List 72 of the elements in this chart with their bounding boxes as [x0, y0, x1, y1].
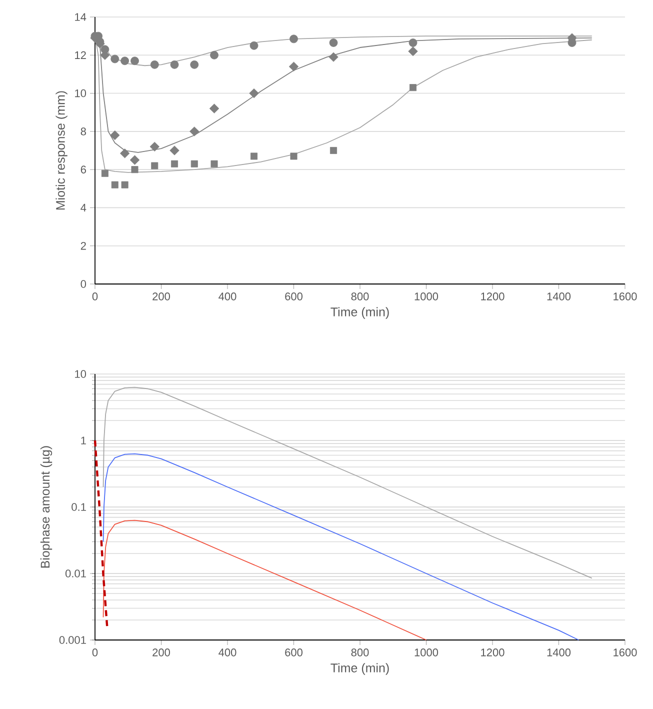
x-tick-label: 1600	[614, 292, 637, 300]
point	[190, 126, 200, 136]
point	[111, 181, 118, 188]
point	[330, 146, 338, 154]
point	[101, 170, 108, 177]
x-tick-label: 600	[285, 648, 302, 656]
x-tick-label: 200	[152, 292, 170, 300]
x-tick-label: 800	[351, 648, 369, 656]
point	[410, 84, 417, 92]
point	[171, 160, 178, 168]
x-tick-label: 0	[92, 648, 98, 656]
y-tick-label: 10	[75, 370, 86, 378]
x-tick-label: 1000	[414, 292, 438, 300]
point	[210, 160, 218, 168]
line-series	[102, 453, 580, 640]
x-axis-title: Time (min)	[330, 663, 389, 675]
x-tick-label: 400	[218, 292, 236, 300]
y-tick-label: 6	[80, 166, 86, 174]
x-tick-label: 1600	[614, 648, 637, 656]
point	[130, 56, 139, 66]
point	[328, 52, 338, 62]
x-tick-label: 1400	[547, 292, 571, 300]
x-tick-label: 1200	[481, 292, 504, 300]
point	[408, 38, 418, 47]
x-tick-label: 1000	[414, 648, 438, 656]
y-tick-label: 8	[80, 128, 86, 136]
point	[290, 152, 298, 160]
y-tick-label: 4	[80, 204, 86, 212]
y-tick-label: 10	[75, 89, 86, 98]
point	[288, 62, 299, 72]
line-series	[102, 386, 592, 579]
point	[250, 41, 258, 50]
x-tick-label: 800	[351, 292, 369, 300]
point	[249, 88, 259, 98]
point	[131, 166, 138, 174]
point	[120, 56, 130, 66]
point	[110, 54, 120, 64]
point	[209, 104, 220, 114]
point	[408, 46, 418, 56]
y-tick-label: 14	[75, 13, 86, 21]
point	[329, 38, 338, 47]
point	[170, 60, 179, 69]
x-axis-title: Time (min)	[330, 307, 389, 319]
point	[150, 142, 160, 152]
point	[130, 155, 140, 165]
y-tick-label: 0	[80, 280, 86, 288]
x-tick-label: 400	[218, 648, 236, 656]
x-tick-label: 200	[152, 648, 170, 656]
point	[250, 152, 258, 160]
point	[290, 34, 298, 44]
point	[120, 148, 130, 158]
y-tick-label: 0.001	[59, 636, 86, 644]
point	[151, 162, 158, 170]
y-tick-label: 12	[75, 51, 86, 59]
line-series	[102, 520, 427, 640]
point	[170, 146, 180, 156]
y-tick-label: 0.01	[65, 570, 86, 578]
y-axis-title: Biophase amount (µg)	[40, 446, 52, 568]
point	[110, 130, 120, 140]
point	[210, 50, 218, 60]
point	[190, 60, 199, 69]
x-tick-label: 600	[285, 292, 302, 300]
point	[150, 60, 159, 69]
x-tick-label: 1400	[547, 648, 571, 656]
y-axis-title: Miotic response (mm)	[56, 91, 68, 210]
y-tick-label: 1	[81, 436, 86, 444]
point	[190, 160, 198, 168]
x-tick-label: 1200	[481, 648, 504, 656]
y-tick-label: 0.1	[72, 503, 86, 511]
x-tick-label: 0	[92, 292, 98, 300]
point	[121, 181, 128, 188]
y-tick-label: 2	[80, 242, 86, 250]
